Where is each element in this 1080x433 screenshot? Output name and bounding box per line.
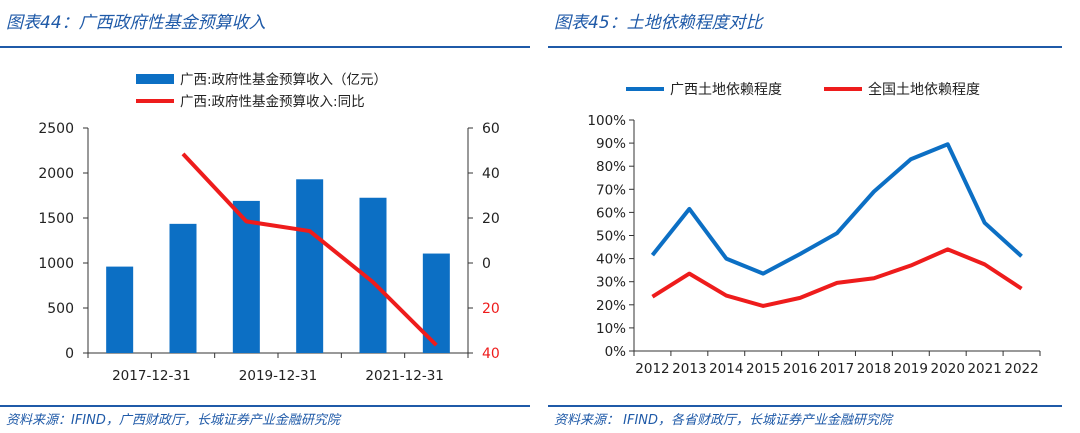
- x-tick-label: 2017-12-31: [112, 368, 190, 384]
- bar-2018-12-31: [169, 223, 197, 353]
- right-y-tick-label: 40: [482, 166, 500, 182]
- y-tick-label: 60%: [596, 205, 626, 221]
- legend-label-national: 全国土地依赖程度: [868, 81, 980, 98]
- x-tick-label: 2020: [931, 361, 965, 377]
- y-tick-label: 90%: [596, 136, 626, 152]
- y-tick-label: 0%: [605, 344, 627, 360]
- x-tick-label: 2019-12-31: [239, 368, 317, 384]
- x-tick-label: 2022: [1004, 361, 1038, 377]
- right-y-tick-label: 0: [482, 256, 491, 272]
- x-tick-label: 2014: [709, 361, 743, 377]
- bar-2020-12-31: [296, 179, 324, 353]
- right-figure-panel: 图表45：土地依赖程度对比 广西土地依赖程度 全国土地依赖程度 0% 10% 20% 30…: [548, 0, 1080, 433]
- y-tick-label: 80%: [596, 159, 626, 175]
- left-y-tick-label: 2000: [38, 166, 74, 182]
- x-tick-label: 2021-12-31: [365, 368, 443, 384]
- left-y-tick-label: 2500: [38, 121, 74, 137]
- right-y-tick-label: 20: [482, 301, 500, 317]
- legend-label-line: 广西:政府性基金预算收入:同比: [180, 93, 365, 110]
- left-figure-panel: 图表44：广西政府性基金预算收入 广西:政府性基金预算收入（亿元） 广西:政府性基…: [0, 0, 530, 433]
- right-figure-title: 图表45：土地依赖程度对比: [554, 13, 763, 33]
- y-tick-label: 10%: [596, 321, 626, 337]
- y-tick-label: 40%: [596, 252, 626, 268]
- y-tick-label: 20%: [596, 298, 626, 314]
- legend-swatch-bar: [136, 74, 174, 84]
- x-tick-label: 2012: [635, 361, 669, 377]
- left-figure-title: 图表44：广西政府性基金预算收入: [6, 13, 266, 33]
- right-y-tick-label: 20: [482, 211, 500, 227]
- y-tick-label: 30%: [596, 275, 626, 291]
- guangxi-land-dependency-line: [650, 142, 1023, 276]
- right-source-note: 资料来源： IFIND，各省财政厅，长城证券产业金融研究院: [554, 413, 893, 428]
- left-source-rule: [0, 405, 530, 407]
- x-tick-label: 2021: [967, 361, 1001, 377]
- national-land-dependency-line: [651, 247, 1023, 308]
- x-tick-label: 2013: [672, 361, 706, 377]
- x-tick-label: 2017: [820, 361, 854, 377]
- left-y-tick-label: 1500: [38, 211, 74, 227]
- right-y-tick-label: 40: [482, 346, 500, 362]
- bar-2017-12-31: [106, 266, 134, 353]
- left-title-rule: [0, 46, 530, 48]
- right-title-rule: [548, 46, 1062, 48]
- bar-2019-12-31: [232, 200, 260, 353]
- legend-label-guangxi: 广西土地依赖程度: [670, 82, 782, 98]
- x-tick-label: 2019: [894, 361, 928, 377]
- left-source-note: 资料来源：IFIND，广西财政厅，长城证券产业金融研究院: [6, 413, 340, 428]
- y-tick-label: 100%: [587, 113, 626, 129]
- left-y-tick-label: 0: [65, 346, 74, 362]
- right-source-rule: [548, 405, 1062, 407]
- legend-label-bar: 广西:政府性基金预算收入（亿元）: [180, 71, 387, 88]
- left-y-tick-label: 1000: [38, 256, 74, 272]
- right-chart: 广西土地依赖程度 全国土地依赖程度 0% 10% 20% 30% 40% 50% 60% 70% 8…: [587, 81, 1041, 377]
- left-chart: 广西:政府性基金预算收入（亿元） 广西:政府性基金预算收入:同比 0 500 1000 1…: [38, 71, 500, 384]
- right-y-tick-label: 60: [482, 121, 500, 137]
- x-tick-label: 2015: [746, 361, 780, 377]
- y-tick-label: 70%: [596, 182, 626, 198]
- left-y-tick-label: 500: [47, 301, 74, 317]
- y-tick-label: 50%: [596, 229, 626, 245]
- x-tick-label: 2018: [857, 361, 891, 377]
- x-tick-label: 2016: [783, 361, 817, 377]
